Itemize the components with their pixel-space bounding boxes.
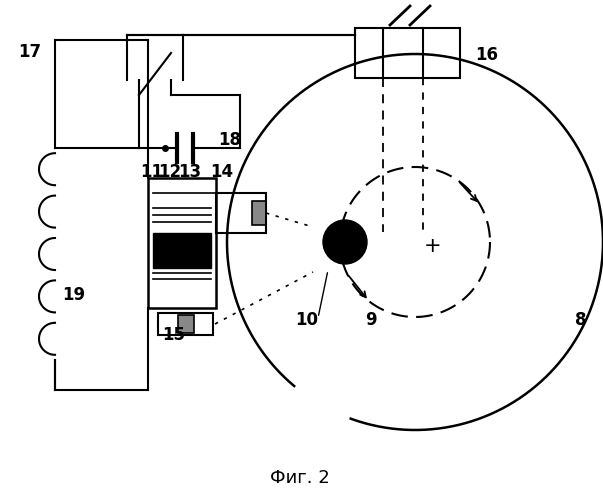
Text: 11: 11	[140, 163, 163, 181]
Text: 13: 13	[178, 163, 201, 181]
Text: 10: 10	[295, 311, 318, 329]
Text: 18: 18	[218, 131, 241, 149]
Text: 8: 8	[575, 311, 587, 329]
Bar	[252, 201, 266, 225]
Text: 19: 19	[62, 286, 85, 304]
Text: 16: 16	[475, 46, 498, 64]
Text: 15: 15	[162, 326, 185, 344]
Text: +: +	[424, 236, 442, 256]
Bar	[153, 233, 211, 268]
Text: 9: 9	[365, 311, 377, 329]
Text: Фиг. 2: Фиг. 2	[270, 469, 330, 487]
Bar	[178, 315, 194, 333]
Circle shape	[323, 220, 367, 264]
Bar	[158, 313, 213, 335]
Bar	[148, 178, 216, 308]
Text: 17: 17	[18, 43, 41, 61]
Bar	[216, 193, 266, 233]
Bar	[355, 28, 460, 78]
Text: 12: 12	[158, 163, 181, 181]
Text: 14: 14	[210, 163, 233, 181]
